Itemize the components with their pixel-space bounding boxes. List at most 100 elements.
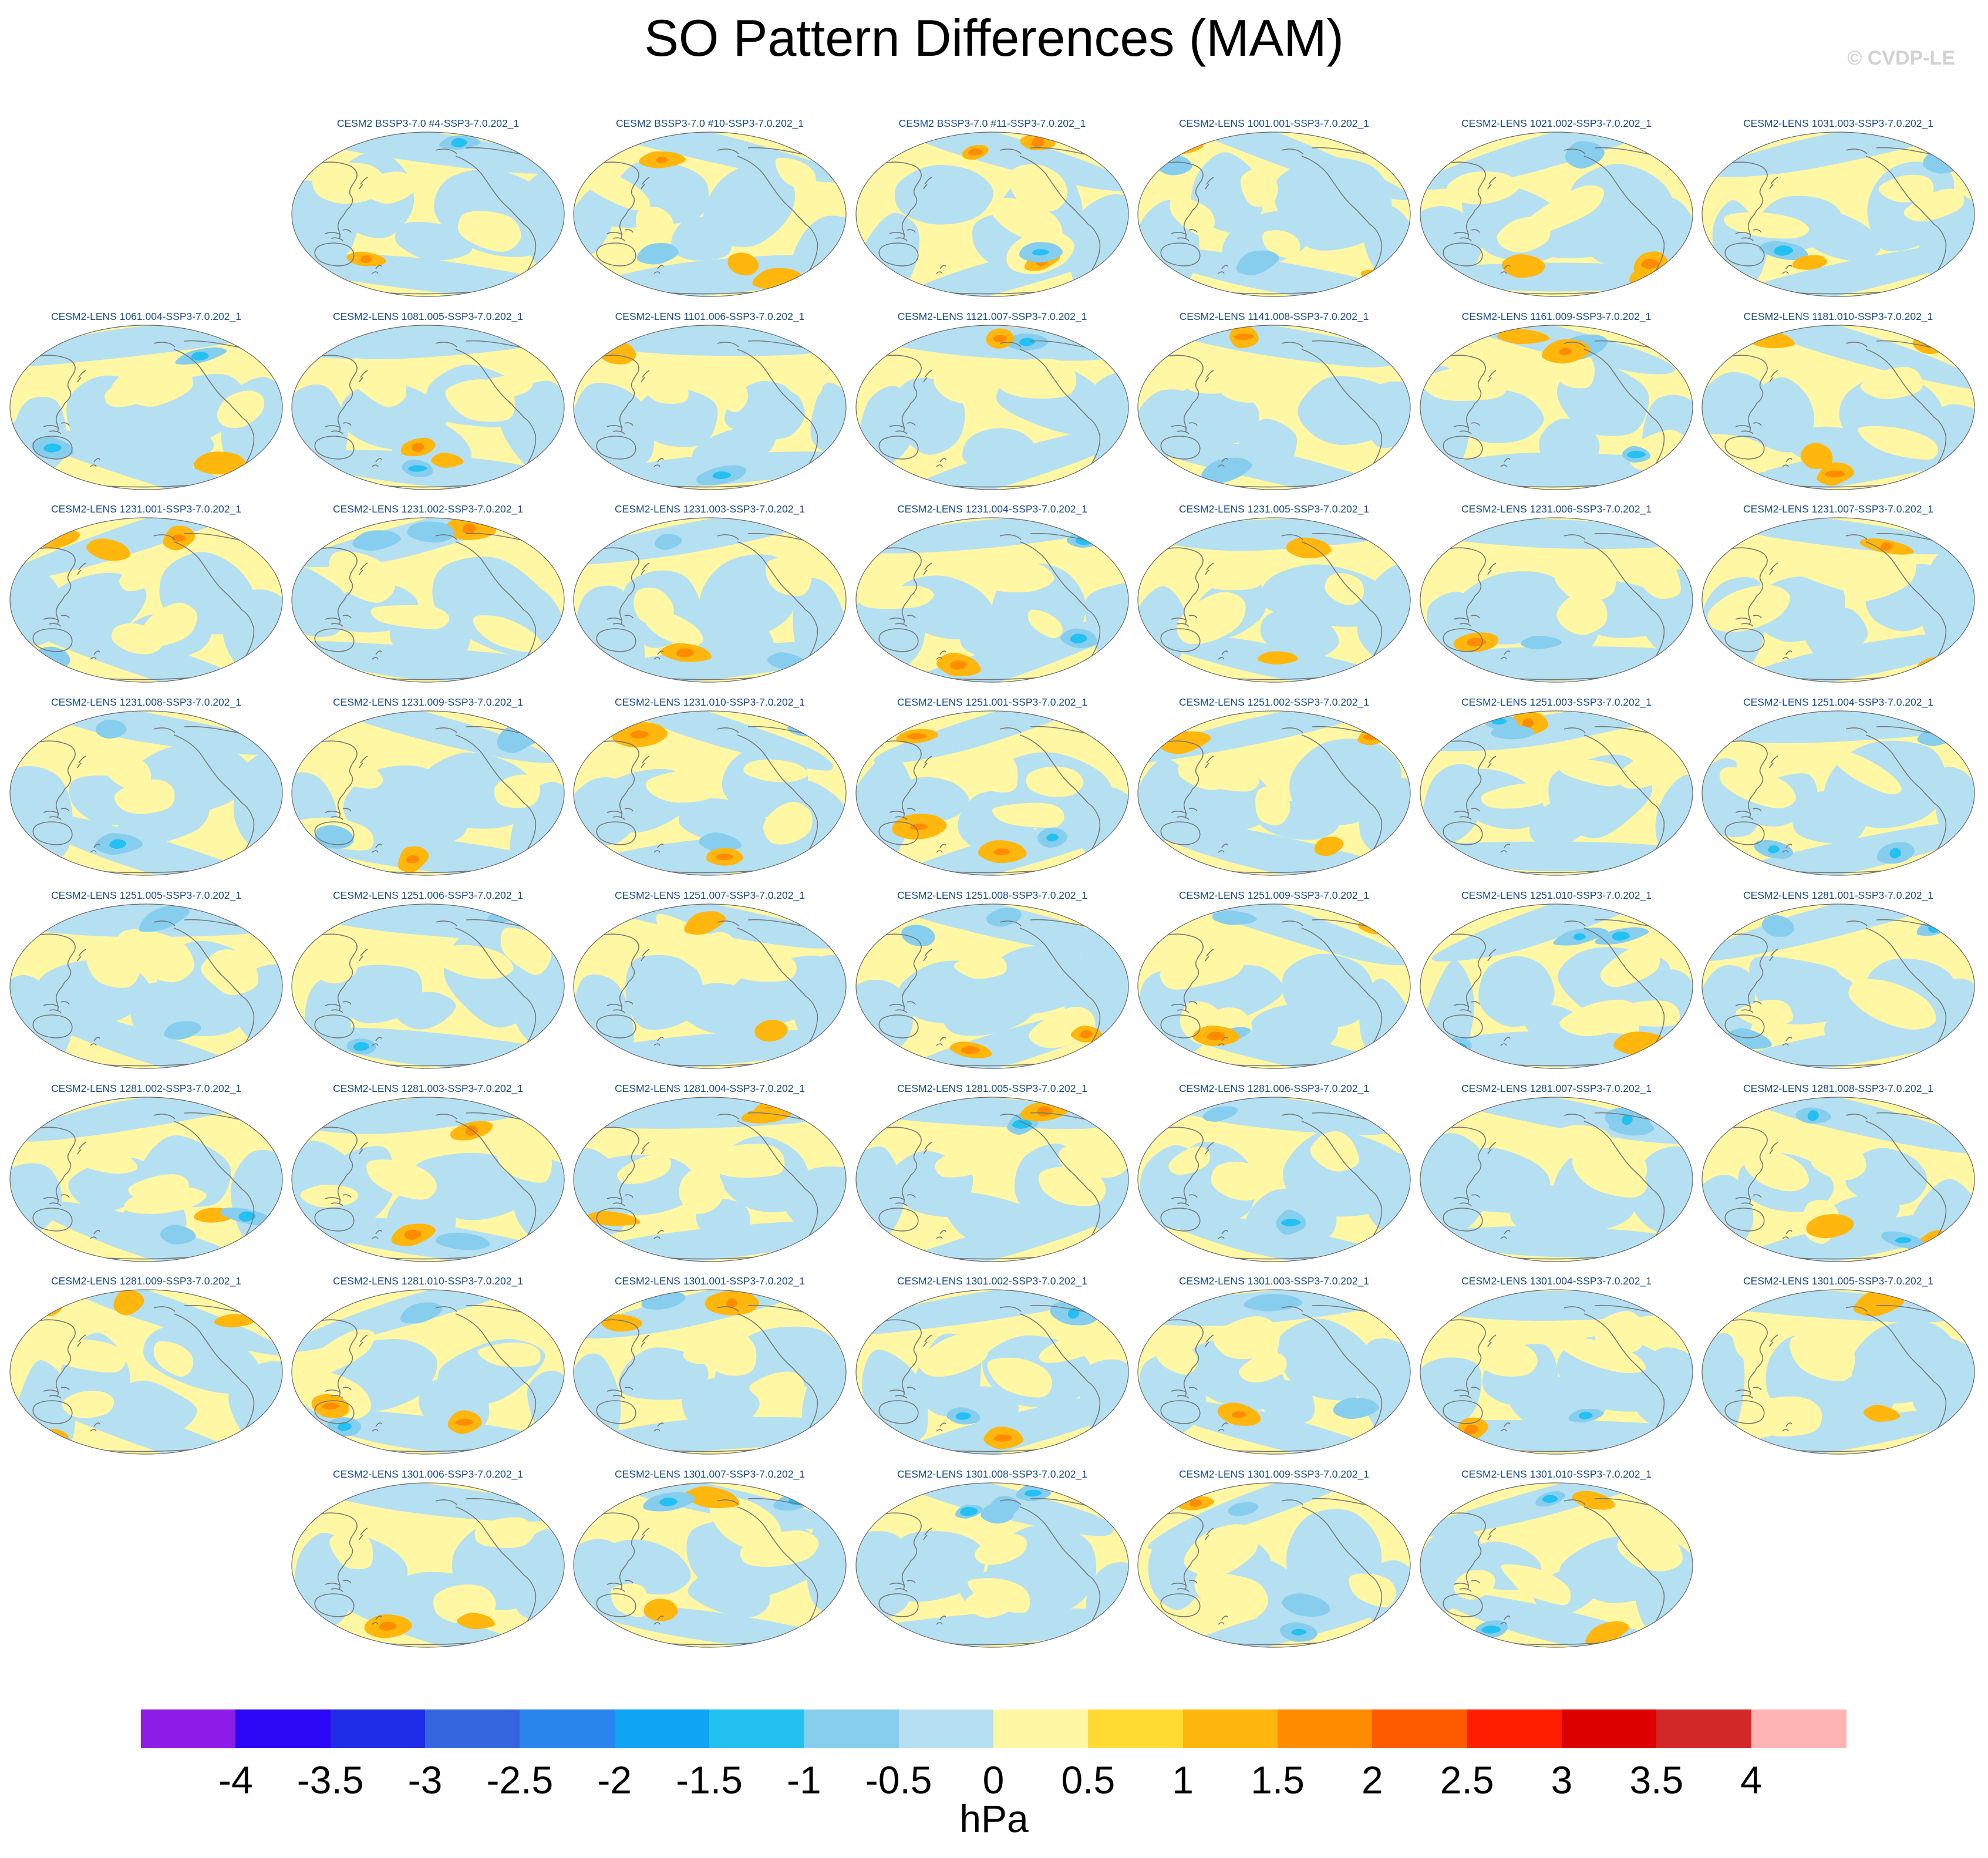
globe-map <box>291 325 565 490</box>
contour-region <box>741 1108 791 1124</box>
contour-region <box>1558 758 1626 787</box>
contour-field <box>856 1097 1128 1262</box>
globe-map <box>291 710 565 876</box>
contour-region <box>1262 230 1300 258</box>
map-panel-title: CESM2-LENS 1031.003-SSP3-7.0.202_1 <box>1743 117 1933 129</box>
contour-region <box>494 774 541 808</box>
contour-region <box>164 1021 201 1040</box>
contour-region <box>451 137 467 148</box>
coastline <box>999 1306 1022 1312</box>
contour-region <box>300 1185 359 1208</box>
globe-outline <box>573 1289 847 1455</box>
contour-region <box>676 648 695 657</box>
map-panel: CESM2-LENS 1251.007-SSP3-7.0.202_1 <box>572 889 848 1071</box>
coastline <box>325 1001 352 1013</box>
contour-region <box>1481 783 1549 809</box>
contour-region <box>574 164 651 211</box>
globe-map <box>1137 1289 1411 1455</box>
contour-region <box>1800 607 1868 661</box>
globe-map <box>573 710 847 876</box>
coastline <box>717 727 739 733</box>
globe-map <box>1420 1289 1693 1455</box>
coastline <box>999 920 1022 926</box>
contour-region <box>754 1020 788 1042</box>
contour-region <box>942 1191 1043 1245</box>
coastline <box>1564 342 1586 348</box>
coastline <box>1487 756 1497 768</box>
contour-region <box>1554 558 1616 603</box>
coastline <box>923 949 932 962</box>
contour-region <box>436 1232 490 1250</box>
contour-region <box>1889 848 1902 859</box>
contour-region <box>918 1332 989 1377</box>
contour-region <box>1240 168 1278 207</box>
contour-region <box>1572 1491 1615 1510</box>
contour-region <box>972 751 1018 793</box>
contour-region <box>292 711 556 763</box>
contour-field <box>574 1290 846 1454</box>
contour-field <box>10 711 282 875</box>
coastline <box>1365 911 1389 928</box>
coastline <box>295 740 358 790</box>
contour-region <box>1255 785 1290 825</box>
globe-outline <box>855 1097 1129 1262</box>
colorbar-units-label: hPa <box>959 1797 1029 1840</box>
coastline <box>1424 1127 1486 1176</box>
map-panel: CESM2-LENS 1121.007-SSP3-7.0.202_1 <box>854 311 1130 493</box>
coastline <box>1160 242 1201 267</box>
coastline <box>14 933 76 983</box>
coastline <box>1735 615 1762 627</box>
coastline <box>173 1121 231 1177</box>
coastline <box>1735 1001 1762 1013</box>
coastline <box>1487 177 1497 190</box>
coastline <box>1141 933 1204 983</box>
globe-outline <box>1137 517 1411 683</box>
coastline <box>1365 332 1389 349</box>
contour-region <box>803 719 814 730</box>
colorbar-box <box>993 1709 1089 1748</box>
coastline <box>1706 740 1768 790</box>
map-panel-title: CESM2-LENS 1121.007-SSP3-7.0.202_1 <box>897 311 1087 322</box>
contour-field <box>1702 1097 1974 1262</box>
coastline <box>519 139 543 156</box>
contour-region <box>329 551 396 603</box>
coastline <box>1453 615 1480 627</box>
contour-region <box>462 523 477 534</box>
coastline <box>511 404 524 418</box>
coastline <box>889 1580 916 1592</box>
globe-outline <box>1420 325 1693 490</box>
colorbar-tick-label: 3 <box>1551 1758 1573 1802</box>
coastline <box>1500 458 1511 467</box>
coastline <box>1357 1562 1370 1576</box>
coastline <box>153 727 176 733</box>
map-panel-title: CESM2-LENS 1141.008-SSP3-7.0.202_1 <box>1179 311 1369 322</box>
coastline <box>230 596 242 611</box>
colorbar-tick-label: 0 <box>982 1758 1005 1802</box>
globe-outline <box>1137 131 1411 297</box>
coastline <box>295 161 358 211</box>
contour-region <box>312 163 385 204</box>
globe-map <box>1701 325 1975 490</box>
map-panel-title: CESM2-LENS 1231.005-SSP3-7.0.202_1 <box>1179 503 1369 515</box>
globe-outline <box>1420 1482 1693 1648</box>
globe-map <box>855 903 1129 1069</box>
globe-map <box>1701 903 1975 1069</box>
coastline <box>577 740 639 790</box>
coastline <box>1281 727 1303 733</box>
contour-region <box>1545 1125 1613 1159</box>
coastline <box>359 1527 368 1540</box>
coastline <box>1443 628 1483 652</box>
contour-region <box>1903 188 1965 222</box>
map-panel-title: CESM2-LENS 1301.004-SSP3-7.0.202_1 <box>1461 1275 1652 1287</box>
contour-region <box>1177 592 1246 645</box>
contour-region <box>1497 329 1550 345</box>
coastline <box>596 1014 636 1038</box>
coastline <box>1443 436 1483 460</box>
contour-region <box>311 753 383 789</box>
contour-field <box>574 325 846 490</box>
globe-outline <box>291 903 565 1069</box>
globe-map <box>1137 710 1411 876</box>
coastline <box>511 983 524 997</box>
contour-region <box>43 1301 58 1309</box>
coastline <box>737 1506 794 1563</box>
